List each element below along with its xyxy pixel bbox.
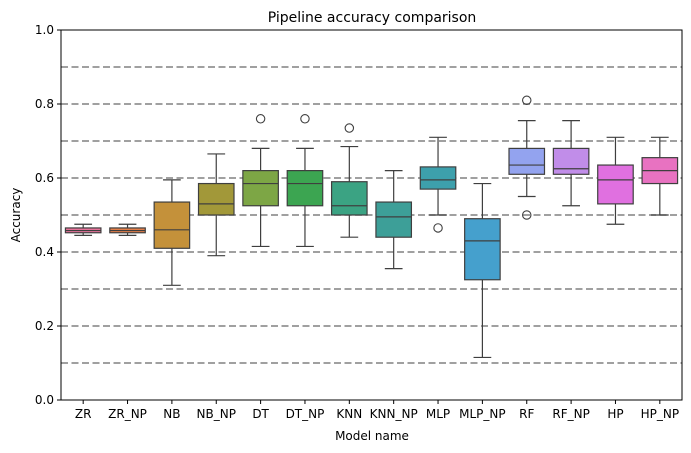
box-ZR bbox=[64, 223, 102, 236]
box-NB_NP bbox=[197, 153, 235, 257]
box-iqr bbox=[597, 164, 634, 205]
chart-title: Pipeline accuracy comparison bbox=[268, 10, 477, 26]
x-axis-label: Model name bbox=[335, 429, 409, 443]
reference-lines bbox=[61, 66, 682, 364]
x-tick-label: KNN bbox=[336, 407, 362, 421]
box-iqr bbox=[242, 170, 279, 207]
box-ZR_NP bbox=[109, 223, 146, 236]
box-HP_NP bbox=[641, 136, 679, 216]
y-tick-label: 0.6 bbox=[35, 171, 54, 185]
box-iqr bbox=[286, 170, 324, 207]
x-tick-label: KNN_NP bbox=[370, 407, 418, 421]
outlier-point bbox=[433, 223, 443, 233]
box-plots bbox=[64, 95, 679, 359]
x-tick-label: ZR_NP bbox=[108, 407, 147, 421]
x-tick-label: NB bbox=[163, 407, 180, 421]
box-iqr bbox=[330, 181, 368, 216]
box-iqr bbox=[464, 218, 501, 281]
outlier-point bbox=[521, 210, 532, 220]
box-MLP bbox=[419, 136, 457, 233]
outlier-point bbox=[521, 95, 532, 106]
box-iqr bbox=[552, 147, 590, 175]
y-tick-label: 0.0 bbox=[35, 393, 54, 407]
y-tick-label: 0.8 bbox=[35, 97, 54, 111]
x-tick-label: ZR bbox=[75, 407, 92, 421]
box-KNN bbox=[330, 123, 368, 238]
y-tick-label: 0.2 bbox=[35, 319, 54, 333]
outlier-point bbox=[255, 114, 266, 124]
plot-frame bbox=[60, 29, 683, 401]
x-tick-label: HP bbox=[607, 407, 623, 421]
x-tick-label: RF bbox=[519, 407, 534, 421]
box-iqr bbox=[153, 201, 191, 249]
box-DT bbox=[242, 114, 279, 248]
box-HP bbox=[597, 136, 634, 225]
x-tick-label: MLP bbox=[426, 407, 450, 421]
x-tick-label: HP_NP bbox=[641, 407, 679, 421]
y-tick-label: 1.0 bbox=[35, 23, 54, 37]
y-axis: 0.0 0.2 0.4 0.6 0.8 1.0 bbox=[35, 23, 61, 407]
box-MLP_NP bbox=[464, 182, 501, 359]
y-tick-label: 0.4 bbox=[35, 245, 54, 259]
outlier-point bbox=[344, 123, 355, 133]
box-DT_NP bbox=[286, 114, 324, 248]
box-iqr bbox=[375, 201, 413, 238]
y-axis-label: Accuracy bbox=[9, 188, 23, 243]
x-axis: ZR ZR_NP NB NB_NP DT DT_NP KNN KNN_NP MLP MLP_NP R… bbox=[75, 400, 679, 421]
box-iqr bbox=[508, 147, 546, 175]
x-tick-label: NB_NP bbox=[197, 407, 236, 421]
box-RF_NP bbox=[552, 120, 590, 207]
box-iqr bbox=[197, 182, 235, 216]
x-tick-label: MLP_NP bbox=[459, 407, 506, 421]
outlier-point bbox=[300, 114, 310, 124]
x-tick-label: DT bbox=[252, 407, 269, 421]
box-NB bbox=[153, 179, 191, 286]
x-tick-label: RF_NP bbox=[552, 407, 589, 421]
box-iqr bbox=[419, 166, 457, 190]
box-KNN_NP bbox=[375, 170, 413, 270]
x-tick-label: DT_NP bbox=[286, 407, 325, 421]
box-RF bbox=[508, 95, 546, 220]
